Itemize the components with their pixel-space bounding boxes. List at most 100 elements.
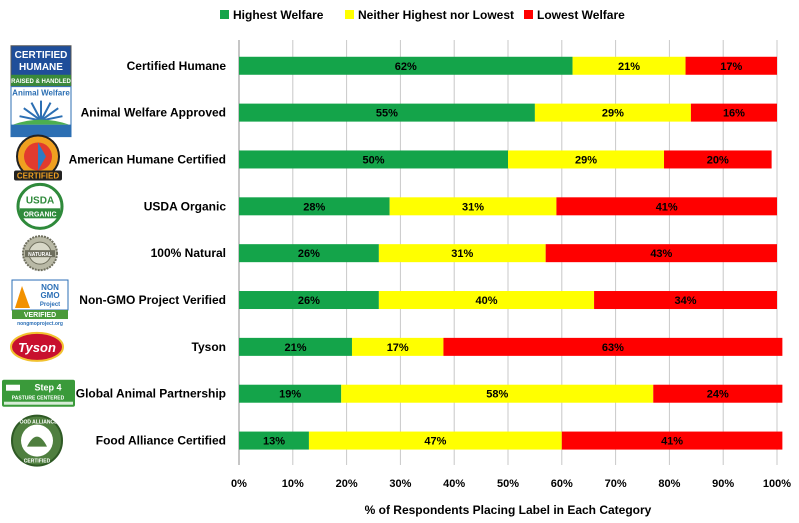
bar-lowest-welfare-tyson <box>443 337 783 356</box>
svg-text:RAISED & HANDLED: RAISED & HANDLED <box>11 79 71 85</box>
legend-label-highest-welfare: Highest Welfare <box>233 8 324 22</box>
data-label-lowest-welfare-global-animal-partnership: 24% <box>707 389 729 401</box>
global-animal-partnership-logo-icon: Step 4 PASTURE CENTERED <box>2 379 75 407</box>
legend-swatch-neither-highest-nor-lowest <box>345 10 354 19</box>
x-tick-label-70: 70% <box>605 478 627 490</box>
bar-neither-highest-nor-lowest-certified-humane <box>572 56 686 75</box>
legend-item-lowest-welfare: Lowest Welfare <box>524 8 625 22</box>
bar-lowest-welfare-certified-humane <box>685 56 777 75</box>
bar-row-non-gmo-project-verified: 26% 40% 34% <box>239 291 777 310</box>
bar-row-certified-humane: 62% 21% 17% <box>239 56 777 75</box>
svg-text:PASTURE CENTERED: PASTURE CENTERED <box>12 396 65 402</box>
x-tick-label-60: 60% <box>551 478 573 490</box>
x-tick-label-40: 40% <box>443 478 465 490</box>
category-label-global-animal-partnership: Global Animal Partnership <box>76 387 226 401</box>
x-axis-ticks: 0% 10% 20% 30% 40% 50% 60% 70% 80% 90% 100% <box>231 478 791 490</box>
bar-lowest-welfare-food-alliance-certified <box>561 431 783 450</box>
legend: Highest Welfare Neither Highest nor Lowes… <box>220 8 625 22</box>
x-tick-label-10: 10% <box>282 478 304 490</box>
bar-highest-welfare-american-humane-certified <box>239 150 508 169</box>
data-label-lowest-welfare-non-gmo-project-verified: 34% <box>675 295 697 307</box>
data-label-highest-welfare-100pct-natural: 26% <box>298 248 320 260</box>
bar-neither-highest-nor-lowest-food-alliance-certified <box>308 431 562 450</box>
natural-seal-logo-icon: NATURAL <box>22 235 58 272</box>
bar-row-100pct-natural: 26% 31% 43% <box>239 244 777 263</box>
data-label-highest-welfare-global-animal-partnership: 19% <box>279 389 301 401</box>
bar-neither-highest-nor-lowest-american-humane-certified <box>508 150 665 169</box>
x-tick-label-30: 30% <box>389 478 411 490</box>
x-tick-label-0: 0% <box>231 478 247 490</box>
data-label-neither-highest-nor-lowest-american-humane-certified: 29% <box>575 154 597 166</box>
bar-row-american-humane-certified: 50% 29% 20% <box>239 150 772 169</box>
x-tick-label-50: 50% <box>497 478 519 490</box>
data-label-lowest-welfare-food-alliance-certified: 41% <box>661 436 683 448</box>
usda-organic-logo-icon: USDA ORGANIC <box>16 182 64 230</box>
svg-text:HUMANE: HUMANE <box>19 62 63 73</box>
bar-neither-highest-nor-lowest-usda-organic <box>389 197 557 216</box>
data-label-neither-highest-nor-lowest-global-animal-partnership: 58% <box>486 389 508 401</box>
animal-welfare-approved-logo-icon: Animal Welfare <box>10 86 72 138</box>
legend-label-lowest-welfare: Lowest Welfare <box>537 8 625 22</box>
data-label-highest-welfare-tyson: 21% <box>284 342 306 354</box>
svg-text:VERIFIED: VERIFIED <box>24 312 56 319</box>
data-label-lowest-welfare-usda-organic: 41% <box>656 201 678 213</box>
bar-lowest-welfare-usda-organic <box>556 197 777 216</box>
data-label-neither-highest-nor-lowest-100pct-natural: 31% <box>451 248 473 260</box>
svg-text:NON: NON <box>41 283 59 292</box>
bar-highest-welfare-tyson <box>239 337 352 356</box>
data-label-neither-highest-nor-lowest-food-alliance-certified: 47% <box>424 436 446 448</box>
svg-text:Animal Welfare: Animal Welfare <box>12 89 70 98</box>
bar-neither-highest-nor-lowest-non-gmo-project-verified <box>378 291 595 310</box>
category-label-american-humane-certified: American Humane Certified <box>69 152 226 166</box>
bar-neither-highest-nor-lowest-global-animal-partnership <box>341 384 654 403</box>
category-label-non-gmo-project-verified: Non-GMO Project Verified <box>79 293 226 307</box>
bars: 62% 21% 17% 55% 29% 16% 50% 29% 20% 28% 31% 41% 26% 3… <box>239 56 783 450</box>
bar-neither-highest-nor-lowest-animal-welfare-approved <box>534 103 691 122</box>
bar-row-food-alliance-certified: 13% 47% 41% <box>239 431 783 450</box>
bar-row-tyson: 21% 17% 63% <box>239 337 783 356</box>
x-tick-label-90: 90% <box>712 478 734 490</box>
svg-text:FOOD ALLIANCE: FOOD ALLIANCE <box>17 420 59 426</box>
svg-text:CERTIFIED: CERTIFIED <box>24 459 51 465</box>
data-label-neither-highest-nor-lowest-animal-welfare-approved: 29% <box>602 108 624 120</box>
data-label-highest-welfare-usda-organic: 28% <box>303 201 325 213</box>
bar-neither-highest-nor-lowest-100pct-natural <box>378 244 546 263</box>
bar-highest-welfare-certified-humane <box>239 56 573 75</box>
legend-item-neither-highest-nor-lowest: Neither Highest nor Lowest <box>345 8 514 22</box>
bar-lowest-welfare-100pct-natural <box>545 244 777 263</box>
category-label-certified-humane: Certified Humane <box>127 59 227 73</box>
x-tick-label-100: 100% <box>763 478 791 490</box>
bar-row-usda-organic: 28% 31% 41% <box>239 197 777 216</box>
svg-text:GMO: GMO <box>40 291 59 300</box>
x-tick-label-20: 20% <box>336 478 358 490</box>
data-label-neither-highest-nor-lowest-tyson: 17% <box>387 342 409 354</box>
bar-highest-welfare-100pct-natural <box>239 244 379 263</box>
bar-highest-welfare-food-alliance-certified <box>239 431 309 450</box>
food-alliance-certified-logo-icon: FOOD ALLIANCE CERTIFIED <box>11 414 63 467</box>
bar-neither-highest-nor-lowest-tyson <box>351 337 444 356</box>
american-humane-certified-logo-icon: CERTIFIED <box>14 134 62 181</box>
x-tick-label-80: 80% <box>658 478 680 490</box>
svg-text:Tyson: Tyson <box>18 340 56 355</box>
category-label-tyson: Tyson <box>192 340 226 354</box>
category-labels: Certified Humane Animal Welfare Approved A… <box>69 59 227 448</box>
svg-text:ORGANIC: ORGANIC <box>23 211 56 218</box>
bar-row-global-animal-partnership: 19% 58% 24% <box>239 384 783 403</box>
label-logos: CERTIFIED HUMANE RAISED & HANDLED Animal We… <box>2 45 75 467</box>
bar-lowest-welfare-american-humane-certified <box>664 150 772 169</box>
data-label-lowest-welfare-animal-welfare-approved: 16% <box>723 108 745 120</box>
bar-row-animal-welfare-approved: 55% 29% 16% <box>239 103 777 122</box>
svg-text:nongmoproject.org: nongmoproject.org <box>17 321 63 327</box>
data-label-highest-welfare-food-alliance-certified: 13% <box>263 436 285 448</box>
category-label-food-alliance-certified: Food Alliance Certified <box>96 434 226 448</box>
legend-item-highest-welfare: Highest Welfare <box>220 8 324 22</box>
category-label-animal-welfare-approved: Animal Welfare Approved <box>81 106 226 120</box>
bar-lowest-welfare-non-gmo-project-verified <box>594 291 777 310</box>
bar-highest-welfare-global-animal-partnership <box>239 384 342 403</box>
data-label-neither-highest-nor-lowest-non-gmo-project-verified: 40% <box>475 295 497 307</box>
x-axis-title: % of Respondents Placing Label in Each C… <box>365 503 652 517</box>
data-label-highest-welfare-american-humane-certified: 50% <box>362 154 384 166</box>
svg-text:CERTIFIED: CERTIFIED <box>17 171 59 180</box>
data-label-lowest-welfare-100pct-natural: 43% <box>650 248 672 260</box>
